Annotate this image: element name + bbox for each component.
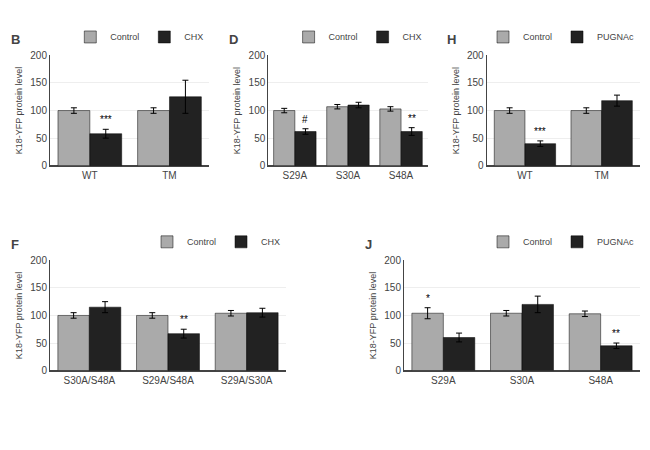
- svg-text:***: ***: [100, 114, 112, 125]
- svg-text:J: J: [365, 237, 372, 252]
- svg-text:0: 0: [41, 160, 47, 171]
- svg-text:200: 200: [30, 255, 47, 266]
- svg-text:Control: Control: [329, 32, 358, 42]
- svg-text:150: 150: [30, 77, 47, 88]
- svg-text:50: 50: [472, 133, 484, 144]
- svg-text:PUGNAc: PUGNAc: [597, 32, 634, 42]
- svg-text:D: D: [229, 32, 238, 47]
- svg-text:50: 50: [254, 133, 266, 144]
- svg-text:S29A: S29A: [431, 375, 456, 386]
- svg-text:150: 150: [384, 282, 401, 293]
- svg-text:100: 100: [30, 105, 47, 116]
- svg-text:CHX: CHX: [261, 237, 280, 247]
- svg-text:50: 50: [36, 338, 48, 349]
- svg-text:S30A: S30A: [336, 170, 361, 181]
- svg-text:H: H: [447, 32, 456, 47]
- svg-text:***: ***: [534, 126, 546, 137]
- svg-text:0: 0: [41, 365, 47, 376]
- svg-text:TM: TM: [594, 170, 608, 181]
- svg-text:50: 50: [36, 133, 48, 144]
- svg-text:B: B: [11, 32, 20, 47]
- svg-text:100: 100: [467, 105, 484, 116]
- svg-text:S30A/S48A: S30A/S48A: [63, 375, 115, 386]
- svg-text:0: 0: [478, 160, 484, 171]
- svg-text:**: **: [180, 314, 188, 325]
- svg-text:S29A/S48A: S29A/S48A: [142, 375, 194, 386]
- svg-text:Control: Control: [523, 237, 552, 247]
- svg-text:150: 150: [30, 282, 47, 293]
- svg-text:200: 200: [249, 50, 266, 61]
- svg-text:50: 50: [390, 338, 402, 349]
- svg-text:Control: Control: [187, 237, 216, 247]
- svg-text:0: 0: [260, 160, 266, 171]
- svg-text:100: 100: [249, 105, 266, 116]
- svg-text:K18-YFP protein level: K18-YFP protein level: [368, 272, 378, 359]
- svg-text:**: **: [408, 113, 416, 124]
- svg-text:S48A: S48A: [588, 375, 613, 386]
- svg-text:#: #: [302, 114, 308, 125]
- svg-text:150: 150: [467, 77, 484, 88]
- svg-text:100: 100: [30, 310, 47, 321]
- svg-text:**: **: [612, 328, 620, 339]
- svg-text:S48A: S48A: [389, 170, 414, 181]
- svg-text:PUGNAc: PUGNAc: [597, 237, 634, 247]
- svg-text:K18-YFP protein level: K18-YFP protein level: [451, 67, 461, 154]
- svg-text:CHX: CHX: [403, 32, 422, 42]
- svg-text:200: 200: [467, 50, 484, 61]
- svg-text:Control: Control: [110, 32, 139, 42]
- svg-text:150: 150: [249, 77, 266, 88]
- svg-text:S29A: S29A: [283, 170, 308, 181]
- svg-text:S30A: S30A: [510, 375, 535, 386]
- svg-text:TM: TM: [162, 170, 176, 181]
- svg-text:K18-YFP protein level: K18-YFP protein level: [232, 67, 242, 154]
- svg-text:100: 100: [384, 310, 401, 321]
- svg-text:CHX: CHX: [184, 32, 203, 42]
- svg-text:0: 0: [395, 365, 401, 376]
- svg-text:*: *: [426, 293, 430, 304]
- svg-text:F: F: [11, 237, 19, 252]
- svg-text:WT: WT: [82, 170, 98, 181]
- svg-text:WT: WT: [517, 170, 533, 181]
- svg-text:200: 200: [384, 255, 401, 266]
- svg-text:K18-YFP protein level: K18-YFP protein level: [14, 272, 24, 359]
- svg-text:200: 200: [30, 50, 47, 61]
- svg-text:K18-YFP protein level: K18-YFP protein level: [14, 67, 24, 154]
- svg-text:S29A/S30A: S29A/S30A: [221, 375, 273, 386]
- svg-text:Control: Control: [523, 32, 552, 42]
